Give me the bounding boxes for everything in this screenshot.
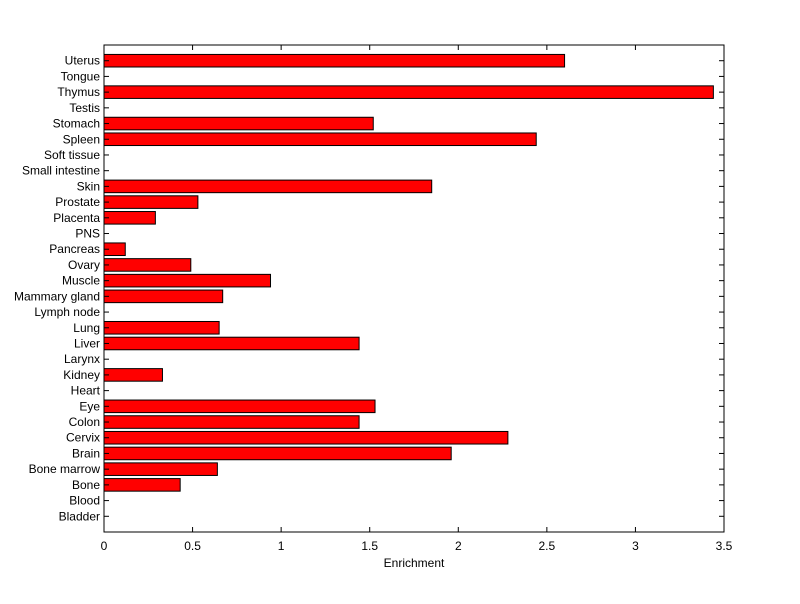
y-tick-label: Soft tissue [44,148,100,162]
bar [103,368,163,382]
bar [103,430,509,445]
x-tick-label: 3.5 [716,539,733,553]
y-tick-label: Heart [71,384,101,398]
y-tick-label: Mammary gland [14,289,100,303]
y-tick-label: Prostate [55,195,100,209]
y-tick-label: Larynx [64,352,100,366]
bar [103,211,156,225]
x-tick-label: 1.5 [361,539,378,553]
y-tick-label: Placenta [53,211,100,225]
y-tick-label: Thymus [57,85,100,99]
bar [103,462,218,476]
y-tick-label: Liver [74,336,100,350]
y-tick-label: Cervix [66,431,100,445]
y-tick-label: Spleen [63,132,100,146]
bar [103,320,220,335]
bar [103,258,192,272]
y-tick-label: Lung [73,321,100,335]
x-tick-label: 1 [278,539,285,553]
y-tick-label: Lymph node [34,305,100,319]
y-tick-label: Skin [77,179,100,193]
x-tick-label: 0 [101,539,108,553]
y-tick-label: Bone [72,478,100,492]
y-tick-label: Small intestine [22,164,100,178]
y-tick-label: Kidney [63,368,100,382]
y-tick-label: Bladder [59,509,100,523]
bar [103,85,714,99]
plot-frame [103,44,725,533]
bar [103,132,537,147]
bar [103,195,199,209]
x-tick-label: 0.5 [184,539,201,553]
y-tick-label: Stomach [53,117,100,131]
bar [103,399,376,414]
y-tick-label: Ovary [68,258,100,272]
y-tick-label: Blood [69,494,100,508]
bar [103,336,360,351]
y-tick-label: Brain [72,446,100,460]
y-tick-label: PNS [75,227,100,241]
y-tick-label: Muscle [62,274,100,288]
bar [103,415,360,429]
y-tick-label: Pancreas [49,242,100,256]
bar [103,179,433,194]
bar [103,446,452,461]
x-axis-label: Enrichment [384,556,445,570]
y-tick-label: Bone marrow [29,462,101,476]
y-tick-label: Uterus [65,54,100,68]
x-tick-label: 2 [455,539,462,553]
bar [103,289,224,304]
y-tick-label: Colon [69,415,100,429]
x-tick-label: 3 [632,539,639,553]
y-tick-label: Tongue [61,69,101,83]
bars-layer [103,53,714,492]
x-tick-label: 2.5 [539,539,556,553]
ticks-layer [103,45,725,532]
bar [103,116,374,131]
y-tick-label: Testis [69,101,100,115]
bar [103,273,272,288]
y-tick-label: Eye [79,399,100,413]
bar [103,478,181,492]
bar [103,53,566,68]
